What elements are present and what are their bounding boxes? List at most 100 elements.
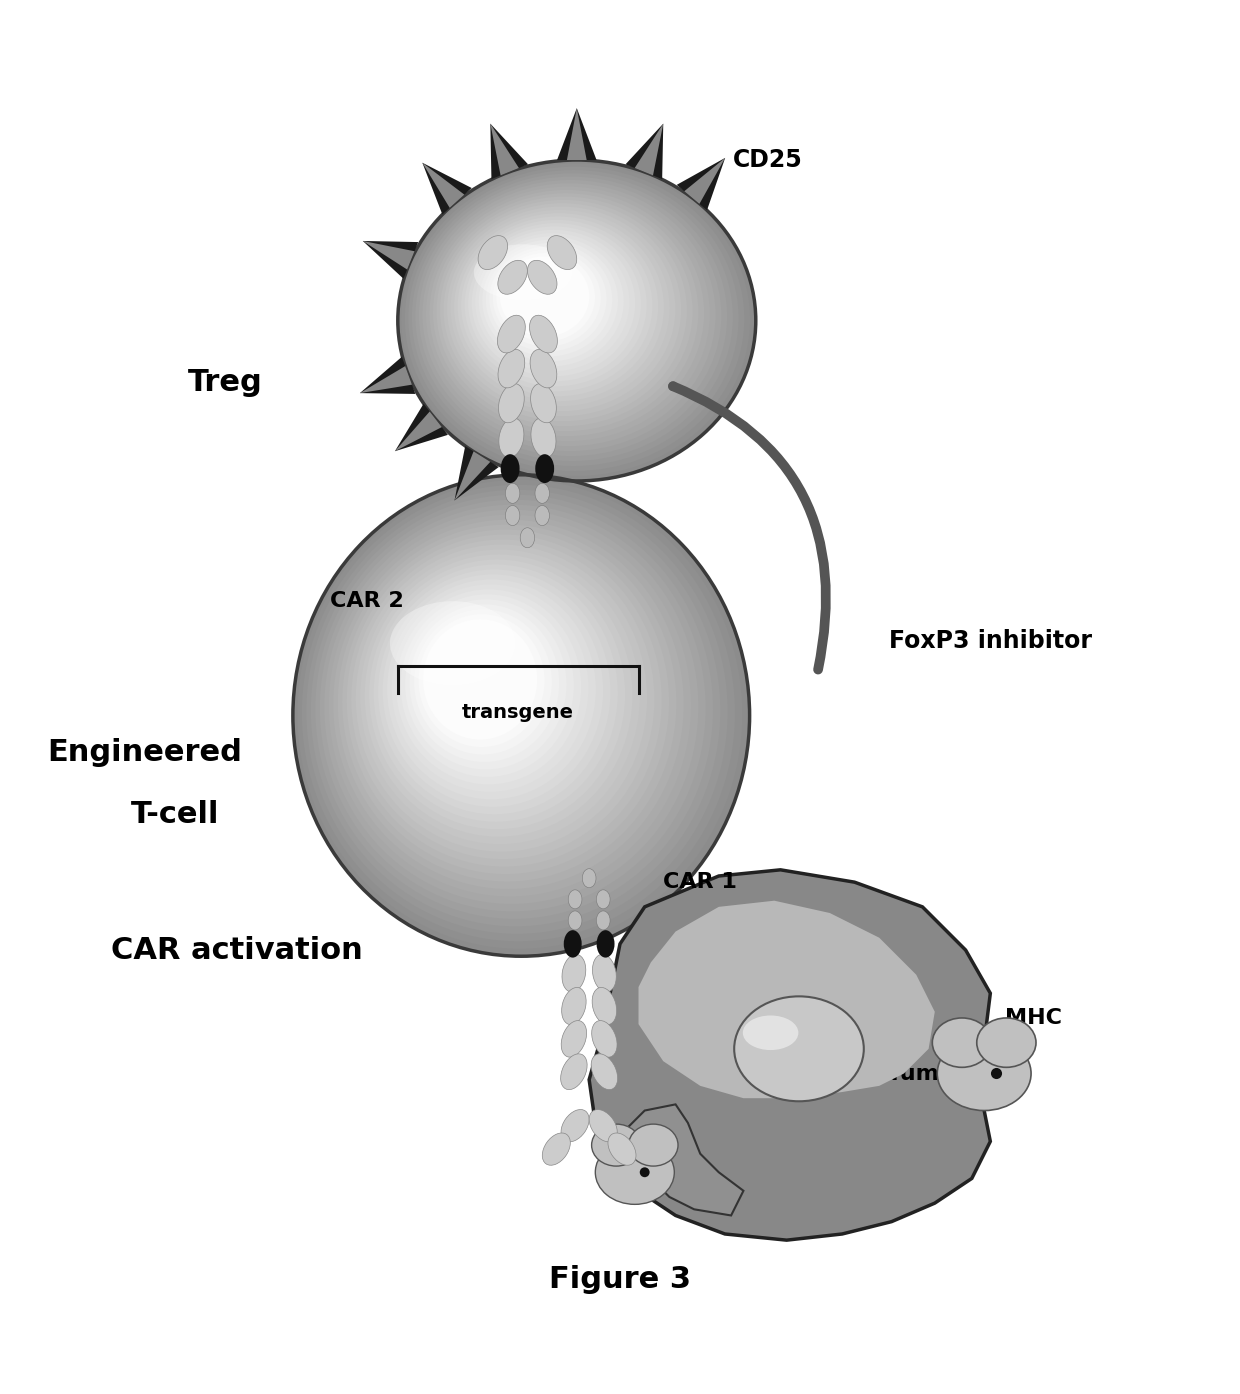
Ellipse shape	[356, 545, 647, 852]
Text: T-cell: T-cell	[131, 800, 219, 829]
Ellipse shape	[373, 565, 618, 822]
Text: Figure 3: Figure 3	[549, 1266, 691, 1294]
Ellipse shape	[937, 1037, 1032, 1111]
Ellipse shape	[534, 484, 549, 503]
Polygon shape	[684, 158, 725, 204]
Text: CD25: CD25	[733, 148, 804, 171]
Ellipse shape	[315, 499, 713, 919]
Ellipse shape	[414, 609, 552, 754]
Ellipse shape	[496, 252, 595, 342]
Ellipse shape	[497, 315, 526, 353]
Polygon shape	[363, 241, 414, 269]
Polygon shape	[626, 1104, 744, 1216]
Polygon shape	[490, 124, 528, 178]
Ellipse shape	[547, 236, 577, 269]
Ellipse shape	[596, 930, 615, 958]
Polygon shape	[455, 452, 490, 500]
Ellipse shape	[542, 1133, 570, 1165]
Polygon shape	[625, 124, 663, 178]
Ellipse shape	[593, 955, 616, 993]
Ellipse shape	[991, 1068, 1002, 1079]
Polygon shape	[567, 109, 587, 160]
Ellipse shape	[589, 1110, 618, 1142]
Polygon shape	[677, 158, 725, 210]
Ellipse shape	[593, 987, 616, 1025]
Ellipse shape	[596, 910, 610, 930]
Ellipse shape	[387, 580, 595, 799]
Ellipse shape	[360, 549, 640, 845]
Ellipse shape	[482, 240, 618, 361]
Ellipse shape	[334, 520, 683, 889]
Text: Engineered: Engineered	[47, 737, 242, 767]
Ellipse shape	[932, 1018, 992, 1068]
Polygon shape	[455, 446, 498, 500]
Ellipse shape	[347, 534, 662, 867]
Ellipse shape	[454, 213, 663, 401]
Ellipse shape	[640, 1167, 650, 1177]
Ellipse shape	[568, 889, 582, 909]
Ellipse shape	[506, 484, 520, 503]
Ellipse shape	[383, 574, 603, 807]
Ellipse shape	[492, 250, 601, 347]
Ellipse shape	[596, 889, 610, 909]
Ellipse shape	[293, 475, 750, 956]
Text: Tumor Cell: Tumor Cell	[887, 1064, 1019, 1083]
Text: CAR 2: CAR 2	[330, 591, 404, 611]
Ellipse shape	[531, 383, 557, 422]
Ellipse shape	[342, 530, 670, 874]
Ellipse shape	[320, 505, 706, 912]
Text: Treg: Treg	[187, 368, 263, 397]
Ellipse shape	[401, 594, 574, 776]
Ellipse shape	[474, 244, 573, 301]
Polygon shape	[557, 109, 596, 160]
Text: transgene: transgene	[463, 703, 574, 722]
Ellipse shape	[298, 480, 743, 949]
Ellipse shape	[325, 510, 698, 903]
Polygon shape	[635, 124, 663, 176]
Ellipse shape	[405, 599, 567, 769]
Ellipse shape	[595, 1140, 675, 1204]
Ellipse shape	[498, 418, 523, 457]
Ellipse shape	[301, 485, 735, 941]
Ellipse shape	[469, 226, 641, 382]
Ellipse shape	[412, 173, 733, 461]
Ellipse shape	[527, 261, 557, 294]
Ellipse shape	[529, 350, 557, 388]
Ellipse shape	[433, 194, 698, 431]
Ellipse shape	[419, 180, 722, 452]
Ellipse shape	[977, 1018, 1035, 1068]
Ellipse shape	[560, 1110, 589, 1142]
Ellipse shape	[479, 237, 624, 367]
Ellipse shape	[306, 489, 728, 934]
Ellipse shape	[591, 1020, 618, 1057]
Ellipse shape	[448, 206, 676, 411]
FancyArrowPatch shape	[673, 386, 826, 669]
Ellipse shape	[531, 418, 556, 457]
Ellipse shape	[458, 216, 658, 396]
Ellipse shape	[591, 1054, 618, 1090]
Ellipse shape	[498, 383, 525, 422]
Ellipse shape	[440, 199, 687, 421]
Ellipse shape	[423, 619, 537, 740]
Ellipse shape	[392, 584, 589, 792]
Polygon shape	[394, 404, 448, 452]
Ellipse shape	[583, 868, 596, 888]
Ellipse shape	[562, 955, 585, 993]
Ellipse shape	[521, 528, 534, 548]
Ellipse shape	[734, 997, 864, 1101]
Ellipse shape	[329, 514, 691, 896]
Ellipse shape	[501, 454, 520, 484]
Ellipse shape	[419, 615, 544, 747]
Ellipse shape	[629, 1124, 678, 1167]
Ellipse shape	[564, 930, 582, 958]
Ellipse shape	[568, 910, 582, 930]
Polygon shape	[589, 870, 991, 1241]
Ellipse shape	[534, 506, 549, 526]
Ellipse shape	[436, 197, 693, 427]
Ellipse shape	[365, 555, 632, 836]
Ellipse shape	[497, 261, 527, 294]
Ellipse shape	[471, 230, 635, 376]
Ellipse shape	[398, 160, 756, 481]
Ellipse shape	[465, 223, 647, 386]
Ellipse shape	[351, 539, 655, 859]
